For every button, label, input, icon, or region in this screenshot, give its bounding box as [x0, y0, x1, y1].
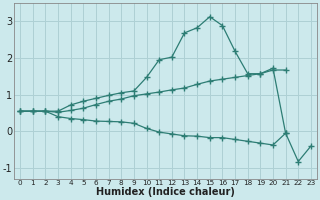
X-axis label: Humidex (Indice chaleur): Humidex (Indice chaleur): [96, 187, 235, 197]
